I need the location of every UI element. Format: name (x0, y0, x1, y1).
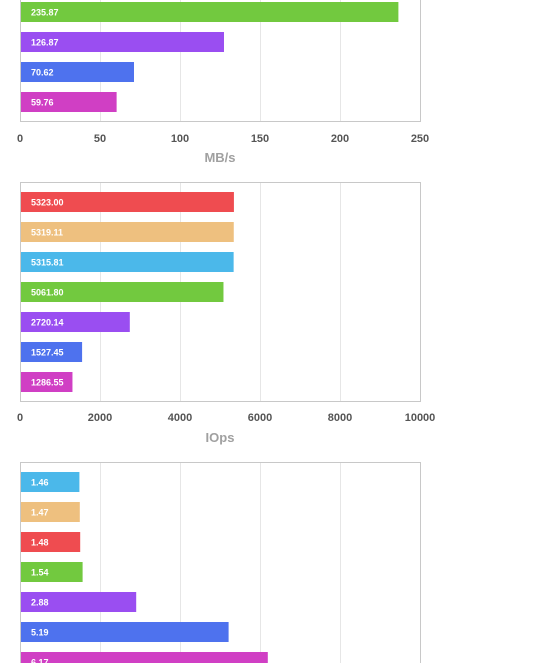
chart-3-bar (21, 562, 83, 582)
chart-2-tick-label: 0 (17, 412, 23, 424)
chart-2-bar (21, 282, 224, 302)
chart-2-bar-value-label: 5315.81 (31, 258, 64, 268)
chart-2-tick-label: 2000 (88, 412, 112, 424)
chart-3-bar (21, 592, 137, 612)
chart-3-bar (21, 532, 81, 552)
chart-2-tick-label: 10000 (405, 412, 436, 424)
chart-2-bar (21, 342, 83, 362)
chart-1-bar-value-label: 235.87 (31, 8, 59, 18)
chart-1-tick-label: 250 (411, 133, 429, 145)
chart-3-bar-value-label: 1.47 (31, 508, 49, 518)
chart-2-bar (21, 252, 234, 272)
chart-1-tick-label: 100 (171, 133, 189, 145)
chart-2-bar (21, 192, 234, 212)
chart-3-bar (21, 622, 229, 642)
chart-3-bar-value-label: 1.54 (31, 568, 49, 578)
chart-3-bar (21, 472, 80, 492)
chart-1-tick-label: 150 (251, 133, 269, 145)
chart-1-bar-value-label: 70.62 (31, 68, 54, 78)
chart-2-tick-label: 4000 (168, 412, 192, 424)
chart-1-axis-title: MB/s (204, 150, 235, 165)
chart-2-bar-value-label: 5323.00 (31, 198, 64, 208)
chart-1-bar (21, 32, 224, 52)
chart-3-bar-value-label: 1.46 (31, 478, 49, 488)
chart-3-bar (21, 652, 268, 663)
chart-2-axis-title: IOps (206, 430, 235, 445)
chart-1-tick-label: 50 (94, 133, 106, 145)
chart-2-bar-value-label: 1286.55 (31, 378, 64, 388)
chart-3-bar-value-label: 2.88 (31, 598, 49, 608)
chart-1-bar (21, 62, 134, 82)
chart-1-bar (21, 92, 117, 112)
chart-2-bar (21, 312, 130, 332)
chart-2-bar-value-label: 5319.11 (31, 228, 63, 238)
chart-1-tick-label: 200 (331, 133, 349, 145)
chart-3-bar-value-label: 6.17 (31, 658, 49, 663)
chart-2-tick-label: 6000 (248, 412, 272, 424)
chart-3-bar (21, 502, 80, 522)
chart-2-tick-label: 8000 (328, 412, 352, 424)
chart-2-bar-value-label: 1527.45 (31, 348, 64, 358)
chart-1-tick-label: 0 (17, 133, 23, 145)
chart-1-bar-value-label: 59.76 (31, 98, 54, 108)
chart-2-bar-value-label: 5061.80 (31, 288, 64, 298)
chart-2-bar-value-label: 2720.14 (31, 318, 64, 328)
chart-1-bar-value-label: 126.87 (31, 38, 59, 48)
chart-2-bar (21, 372, 73, 392)
chart-3-bar-value-label: 1.48 (31, 538, 49, 548)
chart-2-bar (21, 222, 234, 242)
chart-3-bar-value-label: 5.19 (31, 628, 49, 638)
chart-1-bar (21, 2, 399, 22)
